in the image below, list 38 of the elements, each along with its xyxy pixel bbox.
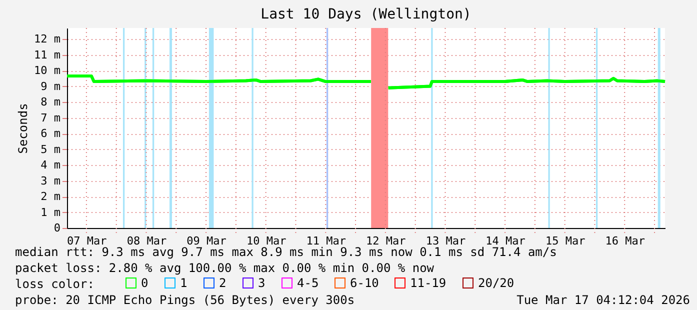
x-tick-label: 07 Mar (67, 234, 108, 248)
y-tick-label: 2 m (40, 190, 61, 204)
y-tick-label: 0 (54, 222, 60, 234)
y-tick-label: 6 m (40, 127, 61, 140)
text: packet loss: 2.80 % avg 100.00 % max 0.00 % min 0.00 % now (15, 261, 435, 275)
x-tick-label: 09 Mar (186, 234, 227, 248)
y-tick-label: 5 m (40, 142, 61, 156)
legend-label: 0 (141, 276, 148, 290)
legend-title: loss color: (15, 277, 94, 291)
y-tick-label: 11 m (34, 48, 61, 62)
x-tick-label: 11 Mar (306, 234, 346, 248)
legend-label: 4-5 (297, 276, 319, 290)
x-tick-label: 15 Mar (545, 234, 586, 248)
y-tick-label: 3 m (40, 174, 61, 188)
chart-title: Last 10 Days (Wellington) (260, 6, 472, 22)
y-axis-title: Seconds (16, 103, 30, 154)
y-tick-label: 12 m (34, 32, 61, 46)
x-tick-label: 12 Mar (366, 234, 406, 248)
x-tick-label: 14 Mar (486, 234, 526, 248)
y-tick-label: 8 m (40, 96, 61, 109)
x-tick-label: 10 Mar (246, 234, 287, 248)
text: Tue Mar 17 04:12:04 2026 (516, 293, 690, 307)
y-tick-label: 1 m (40, 206, 61, 219)
legend-label: 3 (258, 276, 266, 290)
y-tick-label: 4 m (40, 158, 61, 172)
y-tick-label: 9 m (40, 80, 61, 93)
legend-label: 6-10 (350, 276, 379, 290)
text: probe: 20 ICMP Echo Pings (56 Bytes) every 300s (15, 293, 355, 307)
x-tick-label: 16 Mar (605, 234, 646, 248)
legend-label: 11-19 (410, 276, 446, 290)
legend-label: 1 (180, 276, 188, 290)
x-tick-label: 13 Mar (426, 234, 466, 248)
text: median rtt: 9.3 ms avg 9.7 ms max 8.9 ms min 9.3 ms now 0.1 ms sd 71.4 am/s (15, 245, 557, 259)
legend-label: 2 (219, 276, 226, 290)
legend-label: 20/20 (478, 276, 514, 290)
y-tick-label: 10 m (34, 64, 61, 78)
y-tick-label: 7 m (40, 111, 61, 124)
x-tick-label: 08 Mar (126, 234, 167, 248)
